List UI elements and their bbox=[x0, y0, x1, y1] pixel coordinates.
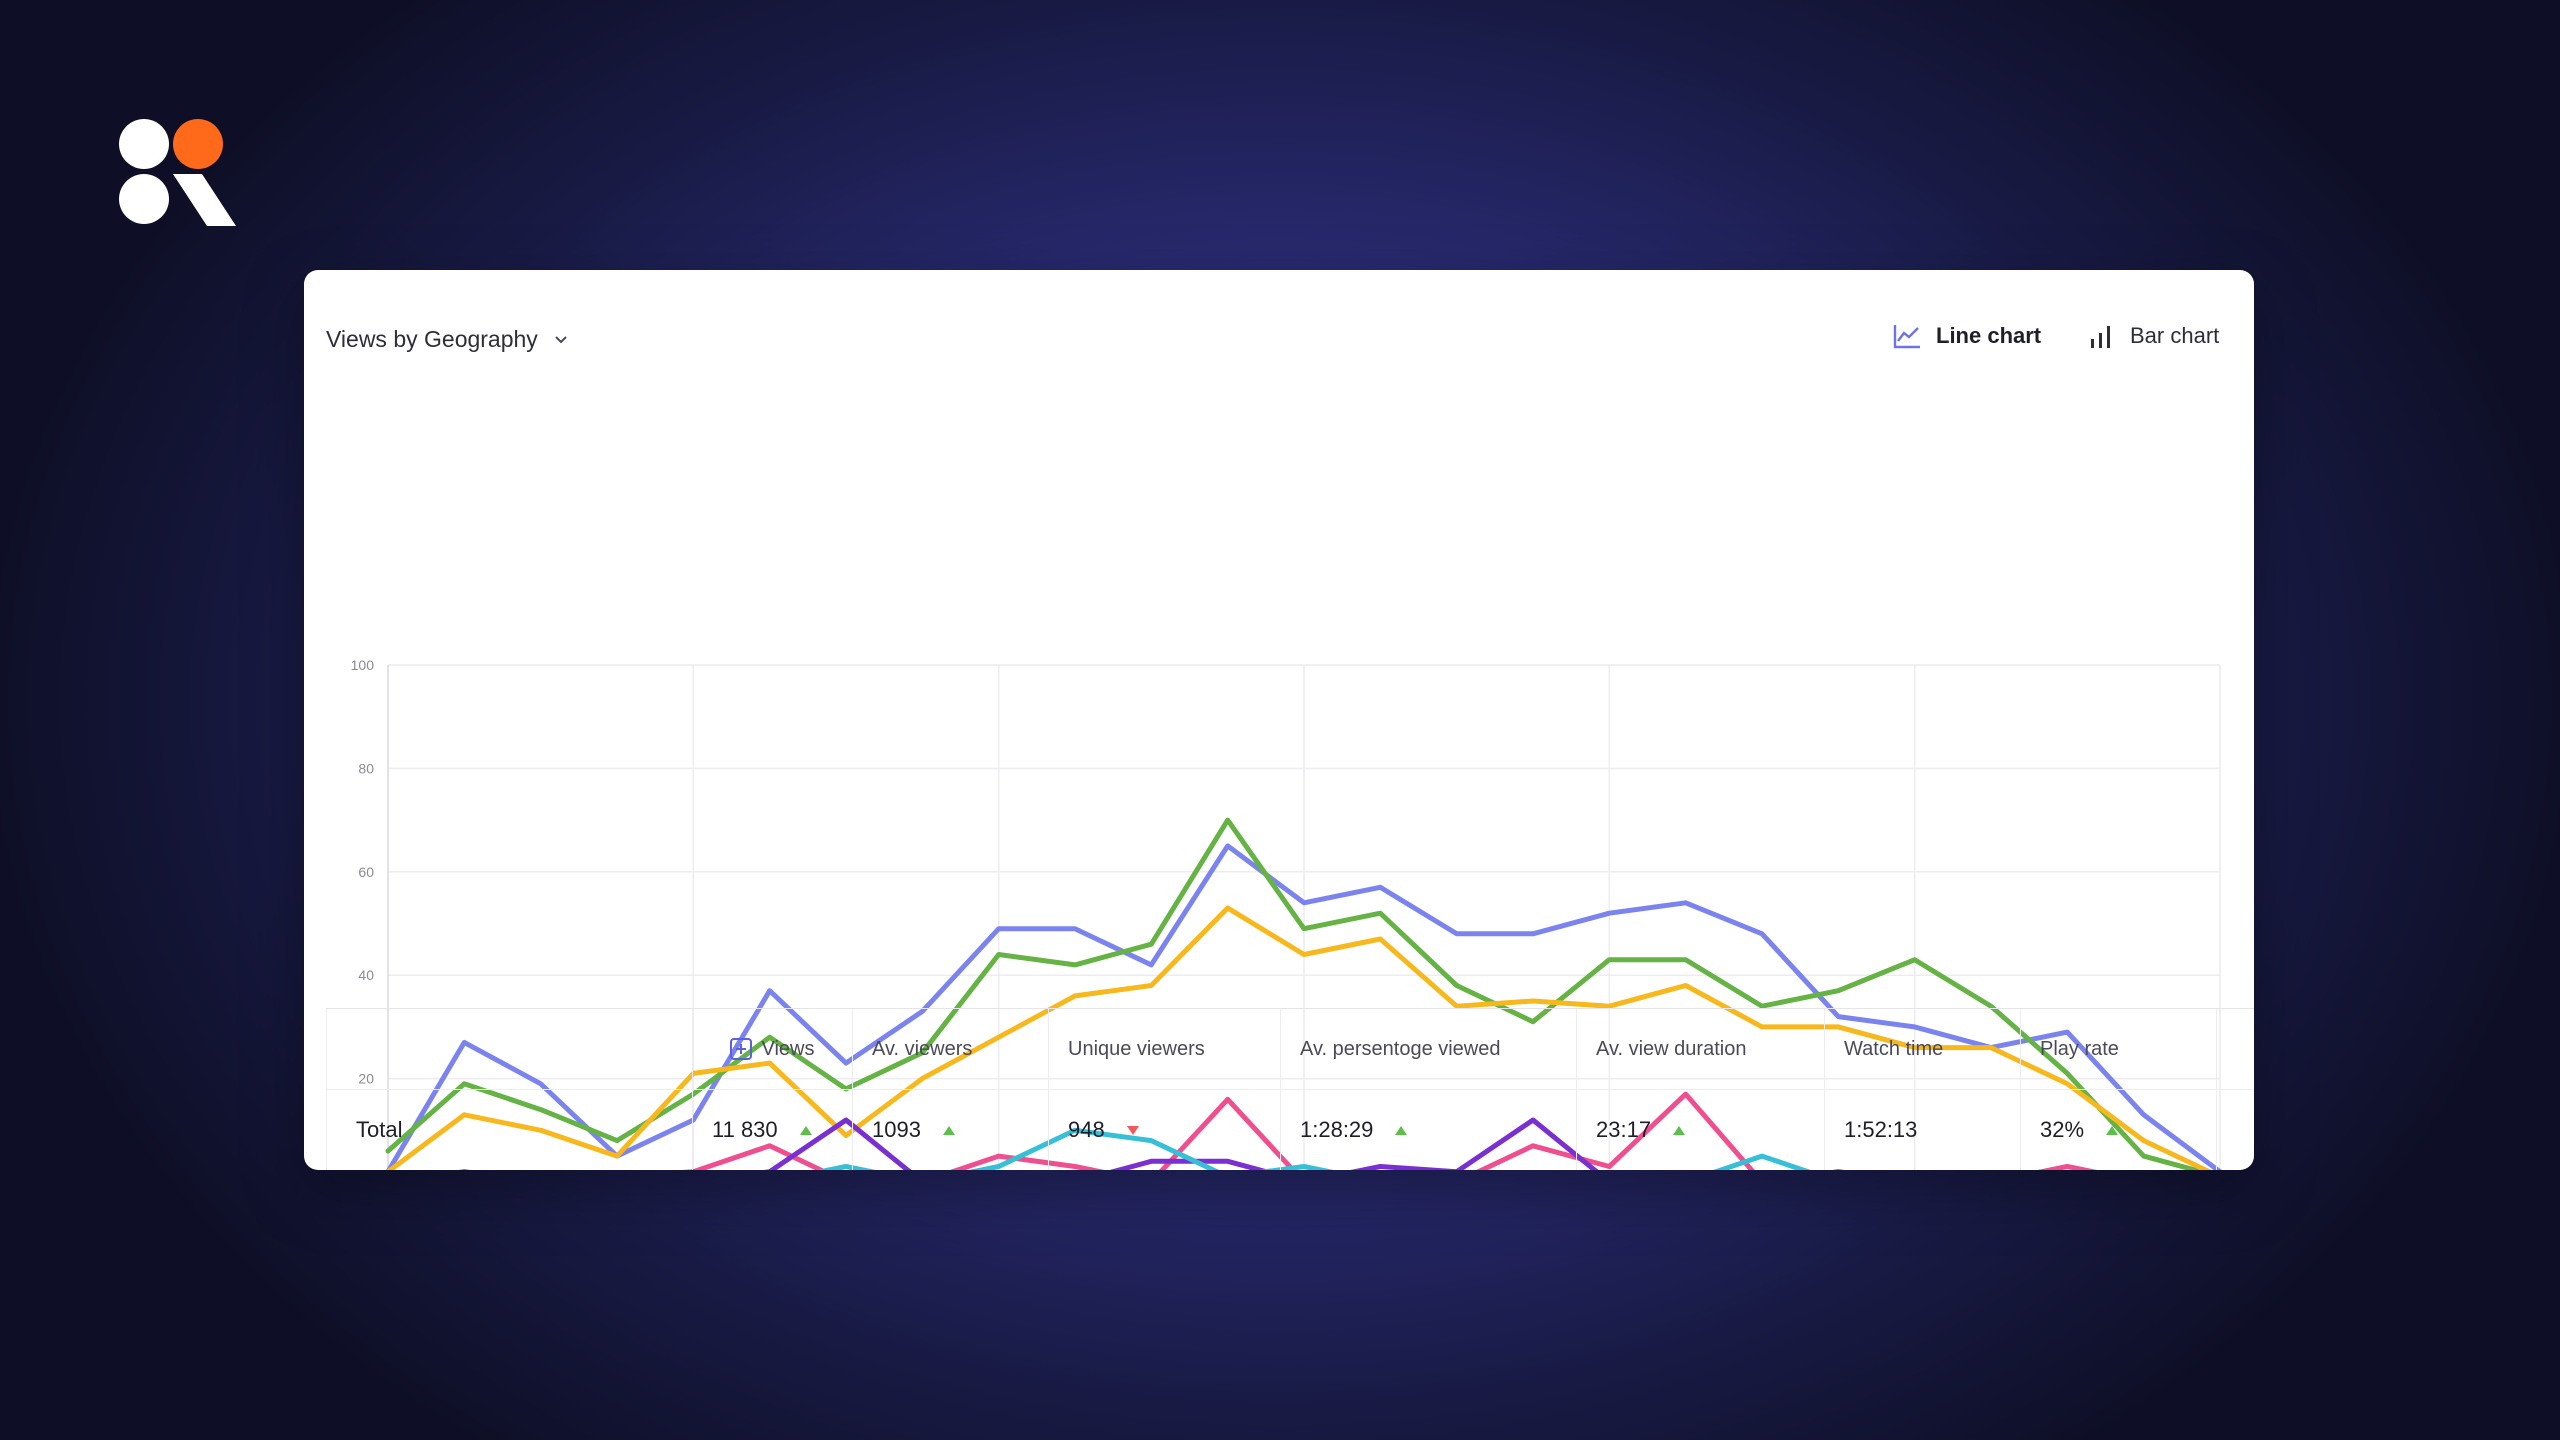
total-label: Total bbox=[356, 1117, 403, 1142]
trend-up-icon bbox=[1673, 1125, 1686, 1135]
total-av-view-duration: 23:17 bbox=[1576, 1090, 1824, 1170]
trend-up-icon bbox=[942, 1125, 955, 1135]
geography-dropdown[interactable]: Views by Geography bbox=[326, 326, 570, 353]
column-header-watch-time[interactable]: Watch time bbox=[1844, 1037, 1944, 1060]
trend-up-icon bbox=[1395, 1125, 1408, 1135]
trend-down-icon bbox=[1126, 1125, 1139, 1135]
series-line-3 bbox=[386, 905, 2212, 1170]
bar-chart-label: Bar chart bbox=[2130, 323, 2220, 348]
card-header: Views by Geography Line chart Bar chart bbox=[304, 270, 2254, 390]
total-play-rate: 32% bbox=[2020, 1090, 2216, 1170]
trend-up-icon bbox=[799, 1125, 812, 1135]
line-chart-label: Line chart bbox=[1936, 323, 2042, 348]
brand-logo bbox=[119, 119, 236, 226]
series-line-6 bbox=[816, 1127, 1811, 1170]
y-tick-label: 80 bbox=[358, 760, 374, 776]
column-header-av-view-duration[interactable]: Av. view duration bbox=[1596, 1037, 1747, 1060]
analytics-card: Views by Geography Line chart Bar chart … bbox=[304, 270, 2254, 1170]
metrics-table: Views Av. viewers Unique viewers Av. per… bbox=[326, 1008, 2254, 1170]
total-watch-time: 1:52:13 bbox=[1844, 1117, 1918, 1142]
add-column-icon[interactable] bbox=[729, 1038, 752, 1060]
column-header-av-viewers[interactable]: Av. viewers bbox=[872, 1037, 973, 1060]
total-unique-viewers: 948 bbox=[1048, 1090, 1280, 1170]
chevron-down-icon bbox=[555, 335, 567, 343]
y-tick-label: 40 bbox=[358, 967, 374, 983]
y-tick-label: 20 bbox=[358, 1071, 374, 1087]
column-header-views[interactable]: Views bbox=[692, 1009, 852, 1089]
column-header-unique-viewers[interactable]: Unique viewers bbox=[1068, 1037, 1205, 1060]
column-header-play-rate[interactable]: Play rate bbox=[2040, 1037, 2119, 1060]
line-chart-icon bbox=[1893, 325, 1920, 349]
trend-up-icon bbox=[2106, 1125, 2119, 1135]
column-header-av-percentage-viewed[interactable]: Av. persentoge viewed bbox=[1300, 1037, 1501, 1060]
total-av-percentage-viewed: 1:28:29 bbox=[1280, 1090, 1576, 1170]
line-chart-toggle[interactable]: Line chart bbox=[1892, 322, 2041, 350]
chart-title: Views by Geography bbox=[326, 326, 538, 352]
table-header-row: Views Av. viewers Unique viewers Av. per… bbox=[326, 1009, 2254, 1090]
total-views: 11 830 bbox=[692, 1090, 852, 1170]
y-tick-label: 100 bbox=[351, 657, 375, 673]
y-tick-label: 60 bbox=[358, 864, 374, 880]
total-av-viewers: 1093 bbox=[852, 1090, 1048, 1170]
series-line-2 bbox=[385, 817, 2205, 1170]
table-row: Total 11 830 1093 948 1:28:29 23:17 1:52… bbox=[326, 1090, 2254, 1170]
bar-chart-toggle[interactable]: Bar chart bbox=[2086, 322, 2219, 350]
series-line-1 bbox=[386, 843, 2222, 1170]
bar-chart-icon bbox=[2091, 326, 2110, 348]
